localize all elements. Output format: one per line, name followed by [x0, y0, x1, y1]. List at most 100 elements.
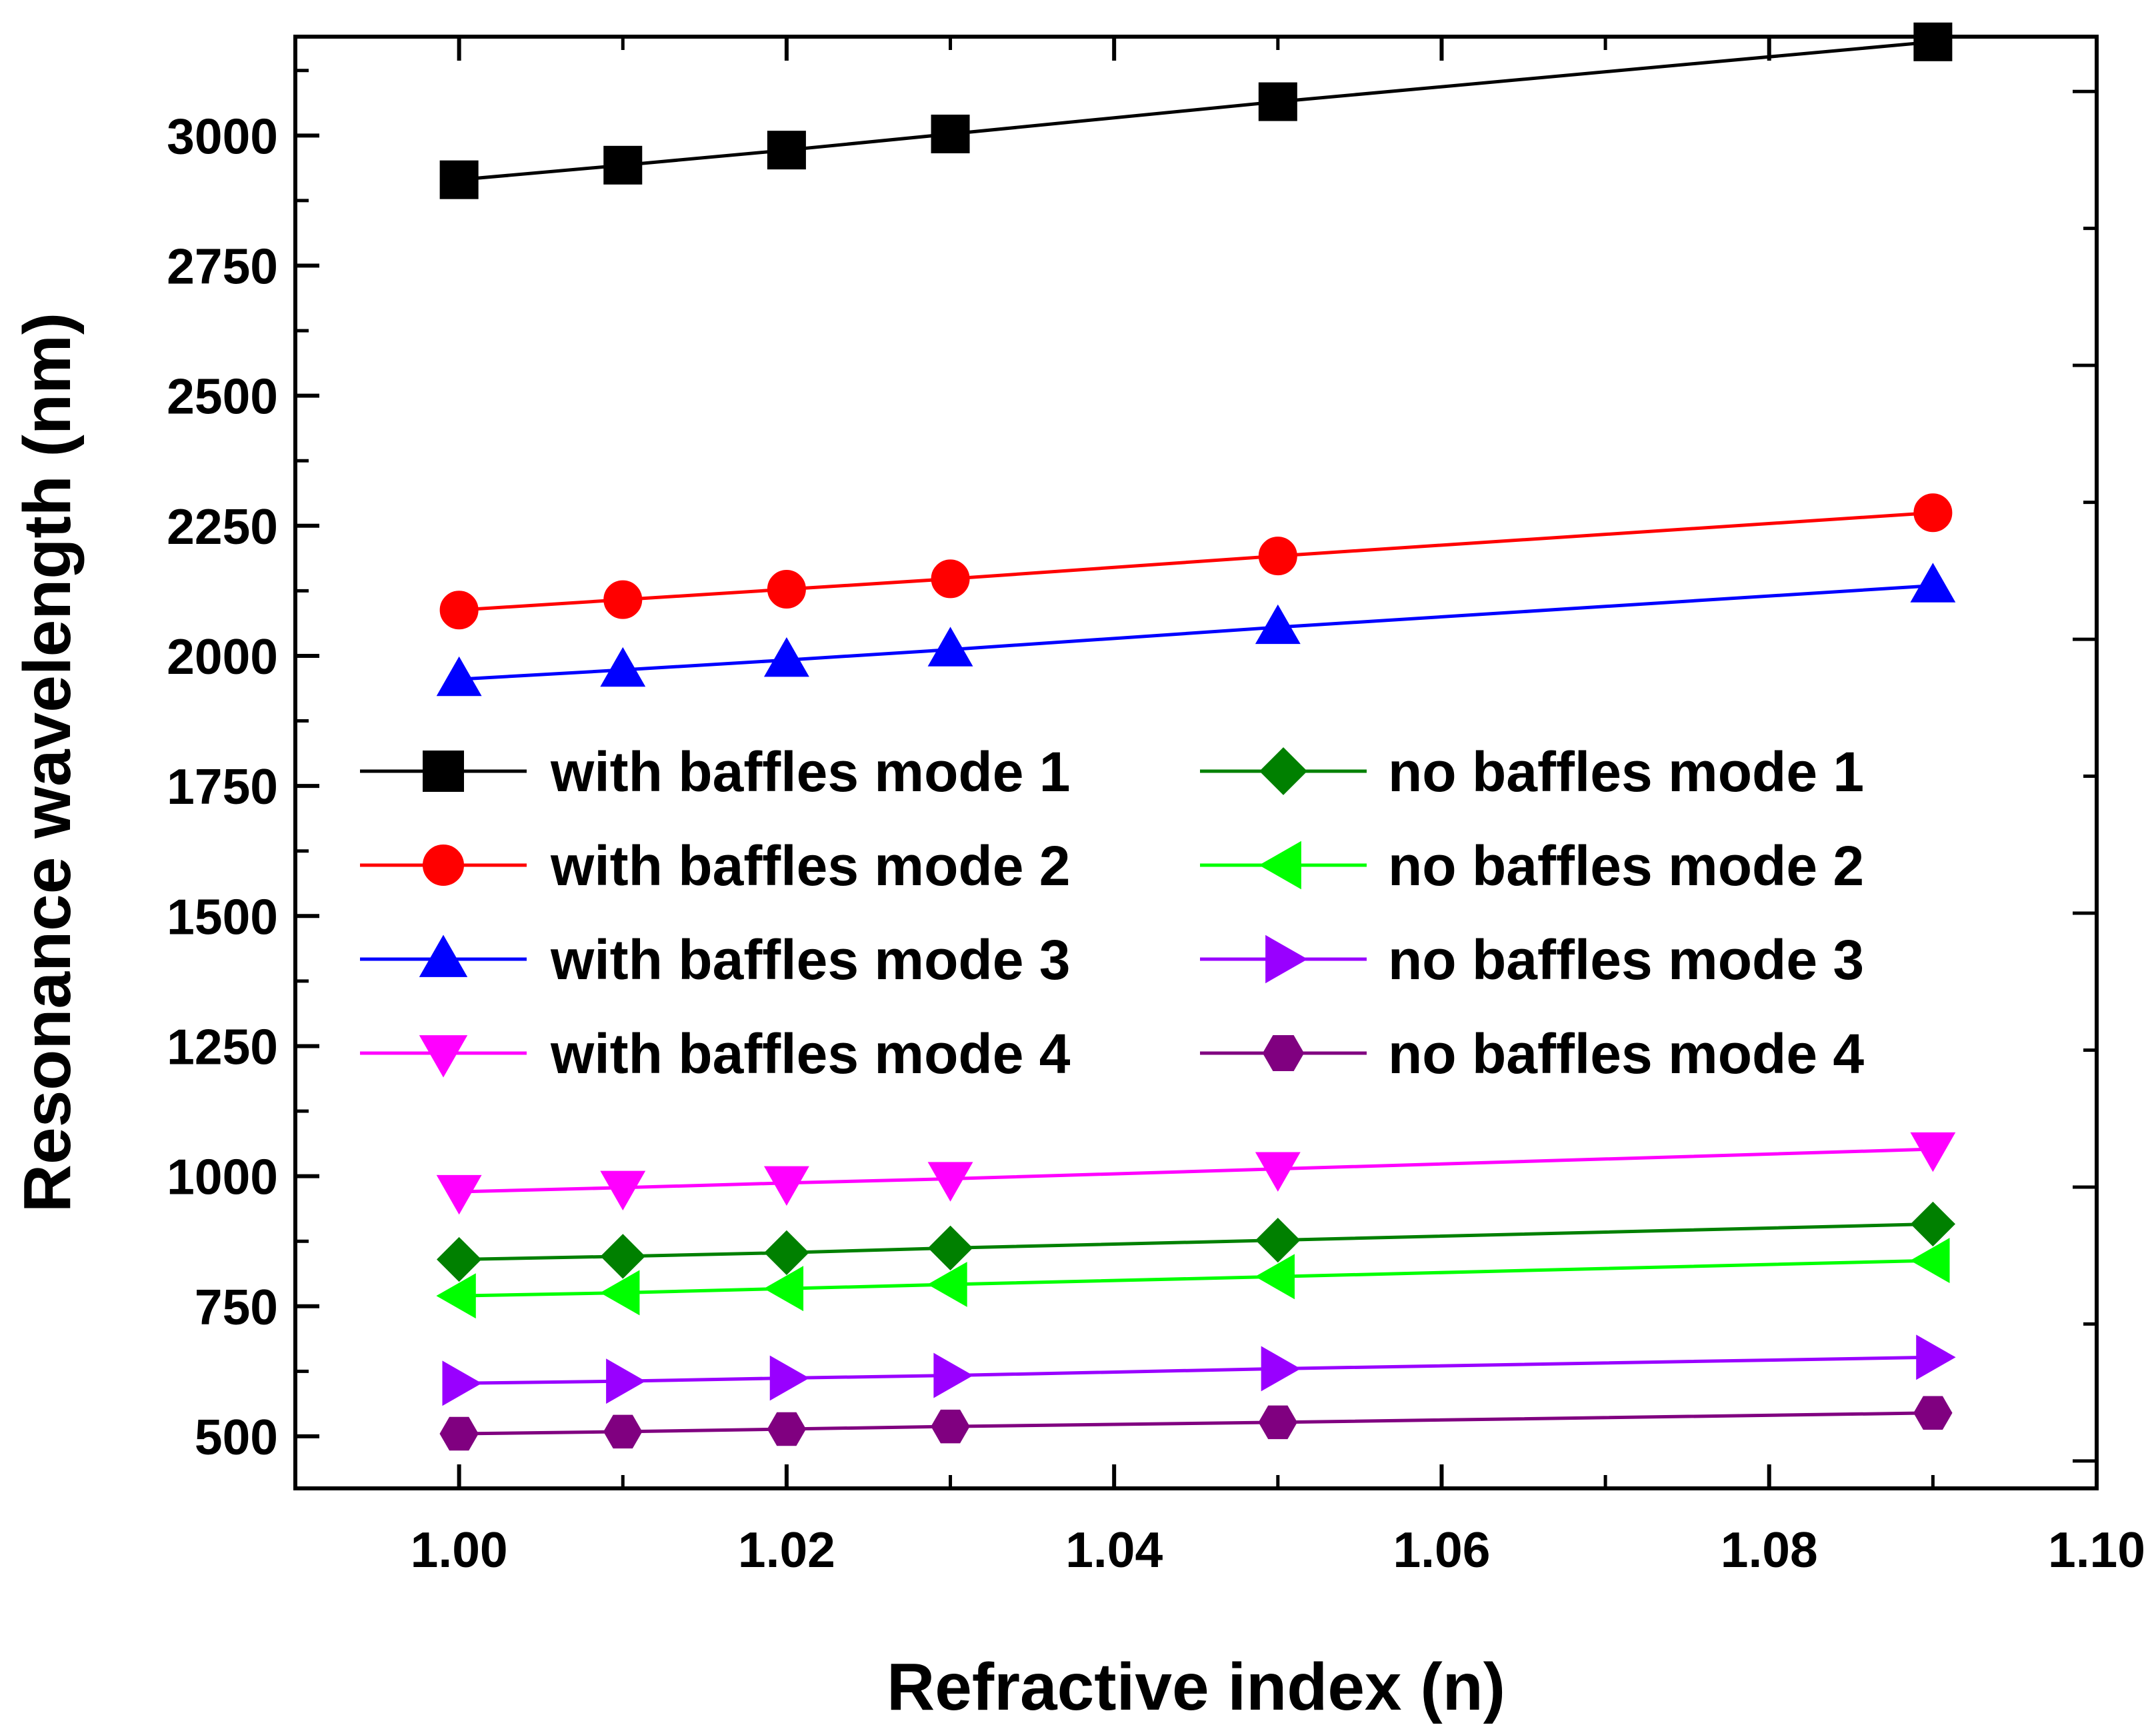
- legend-item: with baffles mode 2: [360, 835, 1070, 897]
- data-point: [600, 1170, 646, 1211]
- data-point: [1910, 563, 1956, 603]
- y-tick-label: 2500: [167, 369, 278, 425]
- series-layer: [436, 22, 1956, 1451]
- legend-item: no baffles mode 4: [1200, 1022, 1864, 1085]
- data-point: [606, 1358, 646, 1404]
- data-point: [1913, 1396, 1953, 1430]
- data-point: [442, 1360, 482, 1406]
- series-line: [459, 584, 1933, 681]
- series-line: [459, 40, 1933, 182]
- data-point: [603, 145, 643, 185]
- legend-marker: [419, 934, 468, 977]
- x-tick-label: 1.08: [1721, 1522, 1818, 1578]
- data-point: [927, 1225, 973, 1270]
- x-axis-title: Refractive index (n): [887, 1650, 1505, 1724]
- y-tick-label: 1250: [167, 1018, 278, 1074]
- y-tick-label: 1500: [167, 888, 278, 944]
- data-point: [769, 1355, 810, 1401]
- legend: with baffles mode 1 with baffles mode 2 wi…: [360, 741, 1864, 1085]
- legend-label: with baffles mode 2: [550, 835, 1070, 897]
- series-with-baffles-mode-3: [436, 563, 1956, 697]
- data-point: [436, 1273, 476, 1319]
- x-tick-label: 1.00: [411, 1522, 508, 1578]
- series-line: [459, 1147, 1933, 1194]
- data-point: [437, 1236, 482, 1282]
- data-point: [1913, 493, 1953, 533]
- legend-item: with baffles mode 1: [360, 741, 1070, 803]
- data-point: [931, 114, 970, 153]
- x-tick-label: 1.04: [1065, 1522, 1163, 1578]
- data-point: [1261, 1346, 1301, 1392]
- data-point: [767, 131, 806, 170]
- data-point: [1910, 1132, 1956, 1172]
- legend-item: no baffles mode 3: [1200, 928, 1864, 991]
- data-point: [1910, 1238, 1950, 1284]
- series-with-baffles-mode-4: [436, 1132, 1956, 1215]
- series-line: [459, 1258, 1933, 1298]
- data-point: [927, 1162, 973, 1202]
- data-point: [1258, 537, 1297, 576]
- data-point: [927, 627, 973, 667]
- data-point: [600, 1270, 640, 1316]
- y-tick-label: 750: [195, 1279, 278, 1335]
- legend-label: with baffles mode 3: [550, 928, 1070, 991]
- data-point: [1916, 1334, 1956, 1380]
- data-point: [1255, 1254, 1295, 1300]
- data-point: [1255, 1218, 1301, 1263]
- legend-marker: [423, 751, 464, 792]
- legend-label: with baffles mode 4: [550, 1022, 1071, 1085]
- legend-item: no baffles mode 2: [1200, 835, 1864, 897]
- y-tick-label: 500: [195, 1409, 278, 1465]
- x-tick-label: 1.02: [738, 1522, 835, 1578]
- legend-item: with baffles mode 3: [360, 928, 1070, 991]
- data-point: [439, 1416, 479, 1451]
- legend-marker: [1262, 1035, 1305, 1071]
- data-point: [603, 580, 643, 619]
- series-with-baffles-mode-2: [439, 493, 1953, 630]
- y-axis-title: Resonance wavelength (nm): [10, 313, 85, 1212]
- data-point: [439, 591, 479, 630]
- series-no-baffles-mode-1: [437, 1201, 1955, 1282]
- data-point: [1258, 1405, 1297, 1440]
- data-point: [764, 1230, 809, 1275]
- y-tick-label: 3000: [167, 108, 278, 164]
- data-point: [1913, 22, 1953, 61]
- data-point: [1255, 604, 1301, 645]
- series-no-baffles-mode-2: [436, 1238, 1950, 1319]
- legend-label: no baffles mode 2: [1388, 835, 1864, 897]
- legend-marker: [1265, 934, 1308, 984]
- series-no-baffles-mode-3: [442, 1334, 1956, 1406]
- y-tick-label: 1000: [167, 1149, 278, 1205]
- y-tick-labels: 500 750 1000 1250 1500 1750 2000 2250 2500 2750 30…: [167, 108, 278, 1465]
- data-point: [931, 1409, 970, 1444]
- series-line: [459, 1411, 1933, 1436]
- legend-marker: [423, 845, 464, 886]
- y-tick-label: 2250: [167, 499, 278, 555]
- series-with-baffles-mode-1: [439, 22, 1953, 199]
- data-point: [931, 559, 970, 599]
- series-line: [459, 511, 1933, 612]
- data-point: [927, 1262, 967, 1307]
- data-point: [1258, 82, 1297, 121]
- y-tick-label: 1750: [167, 759, 278, 815]
- data-point: [763, 1266, 804, 1312]
- y-tick-label: 2750: [167, 238, 278, 294]
- series-no-baffles-mode-4: [439, 1396, 1953, 1451]
- x-tick-label: 1.06: [1393, 1522, 1490, 1578]
- data-point: [600, 647, 646, 687]
- x-tick-labels: 1.00 1.02 1.04 1.06 1.08 1.10: [411, 1522, 2145, 1578]
- data-point: [436, 656, 482, 697]
- data-point: [763, 637, 809, 677]
- legend-label: no baffles mode 1: [1388, 741, 1864, 803]
- legend-label: no baffles mode 3: [1388, 928, 1864, 991]
- legend-item: no baffles mode 1: [1200, 741, 1864, 803]
- x-tick-label: 1.10: [2048, 1522, 2145, 1578]
- data-point: [763, 1166, 809, 1206]
- data-point: [603, 1414, 643, 1449]
- data-point: [600, 1234, 645, 1279]
- legend-item: with baffles mode 4: [360, 1022, 1071, 1085]
- data-point: [436, 1174, 482, 1215]
- legend-marker: [419, 1035, 468, 1078]
- legend-label: no baffles mode 4: [1388, 1022, 1864, 1085]
